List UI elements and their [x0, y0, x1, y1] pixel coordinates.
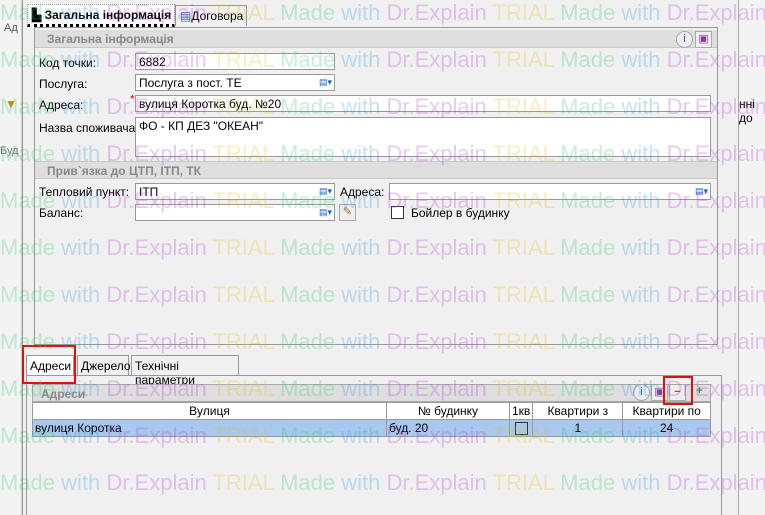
service-value: Послуга з пост. ТЕ [139, 76, 242, 90]
addresses-table: Вулиця № будинку 1кв Квартири з Квартири… [32, 402, 711, 437]
save-icon[interactable]: ▣ [695, 31, 712, 48]
cell-one-apt[interactable] [508, 419, 534, 437]
section-header: Загальна інформація [35, 30, 717, 48]
cell-street[interactable]: вулиця Коротка [32, 419, 387, 437]
code-input[interactable]: 6882 [135, 53, 335, 70]
tab-general-info[interactable]: ▙ Загальна інформація [27, 4, 175, 27]
add-row-button[interactable]: + [696, 385, 703, 397]
consumer-label: Назва споживача: [39, 121, 139, 135]
dropdown-icon[interactable]: ▤▾ [318, 207, 332, 217]
background-window-right: нні до [738, 0, 765, 515]
highlight-box-tab [22, 345, 76, 384]
cell-apt-from[interactable]: 1 [532, 419, 624, 437]
boiler-checkbox[interactable] [391, 206, 404, 219]
background-text: Ад [4, 22, 18, 34]
dropdown-icon[interactable]: ▤▾ [318, 77, 332, 87]
tab-tech-params[interactable]: Технічні параметри [131, 355, 239, 387]
heat-point-select[interactable]: ІТП ▤▾ [135, 183, 335, 200]
table-header-row: Вулиця № будинку 1кв Квартири з Квартири… [32, 402, 711, 420]
background-text: Буд [0, 145, 19, 157]
highlight-box-delete [663, 376, 693, 405]
delete-row-button[interactable]: − [669, 384, 686, 401]
column-header-apt-to[interactable]: Квартири по [622, 402, 711, 420]
balance-select[interactable]: ▤▾ [135, 204, 335, 221]
general-info-panel: Загальна інформація i ▣ Код точки: 6882 … [34, 27, 718, 345]
info-icon[interactable]: i [633, 384, 650, 401]
tab-contracts[interactable]: ▤Договора [175, 5, 247, 26]
building-icon: ▙ [32, 8, 42, 22]
info-icon[interactable]: i [676, 31, 693, 48]
address-label: Адреса: [39, 98, 84, 112]
code-label: Код точки: [39, 56, 97, 70]
document-icon: ▤ [180, 9, 192, 23]
column-header-one-apt[interactable]: 1кв [508, 402, 534, 420]
balance-label: Баланс: [39, 206, 84, 220]
dropdown-icon[interactable]: ▤▾ [318, 186, 332, 196]
section-header: Прив`язка до ЦТП, ІТП, ТК [35, 161, 717, 179]
binding-address-select[interactable]: ▤▾ [389, 183, 711, 200]
tab-label: Загальна інформація [44, 8, 172, 22]
heat-point-label: Тепловий пункт: [39, 185, 130, 199]
column-header-street[interactable]: Вулиця [32, 402, 387, 420]
filter-icon: ▼ [5, 97, 17, 111]
address-input[interactable]: вулиця Коротка буд. №20 [135, 95, 711, 112]
background-window-left: Ад Буд ▼ [0, 0, 22, 515]
heat-point-value: ІТП [139, 185, 159, 199]
cell-apt-to[interactable]: 24 [622, 419, 711, 437]
column-header-house[interactable]: № будинку [386, 402, 510, 420]
addresses-header: Адреси [32, 384, 711, 402]
consumer-input[interactable]: ФО - КП ДЕЗ "ОКЕАН" [135, 117, 711, 157]
column-header-apt-from[interactable]: Квартири з [532, 402, 624, 420]
tab-addresses[interactable]: Адреси [26, 355, 74, 375]
table-row[interactable]: вулиця Коротка буд. 20 1 24 [32, 419, 711, 437]
edit-icon[interactable]: ✎ [339, 204, 356, 221]
boiler-label: Бойлер в будинку [411, 206, 510, 220]
dropdown-icon[interactable]: ▤▾ [694, 186, 708, 196]
service-label: Послуга: [39, 77, 88, 91]
binding-address-label: Адреса: [340, 185, 385, 199]
required-marker: * [130, 92, 135, 106]
addresses-tab-panel [26, 375, 722, 515]
service-select[interactable]: Послуга з пост. ТЕ ▤▾ [135, 74, 335, 91]
background-text: нні до [739, 97, 755, 125]
tab-source[interactable]: Джерело [77, 355, 131, 375]
tab-label: Договора [191, 9, 244, 23]
one-apt-checkbox[interactable] [514, 422, 528, 436]
cell-house[interactable]: буд. 20 [386, 419, 510, 437]
